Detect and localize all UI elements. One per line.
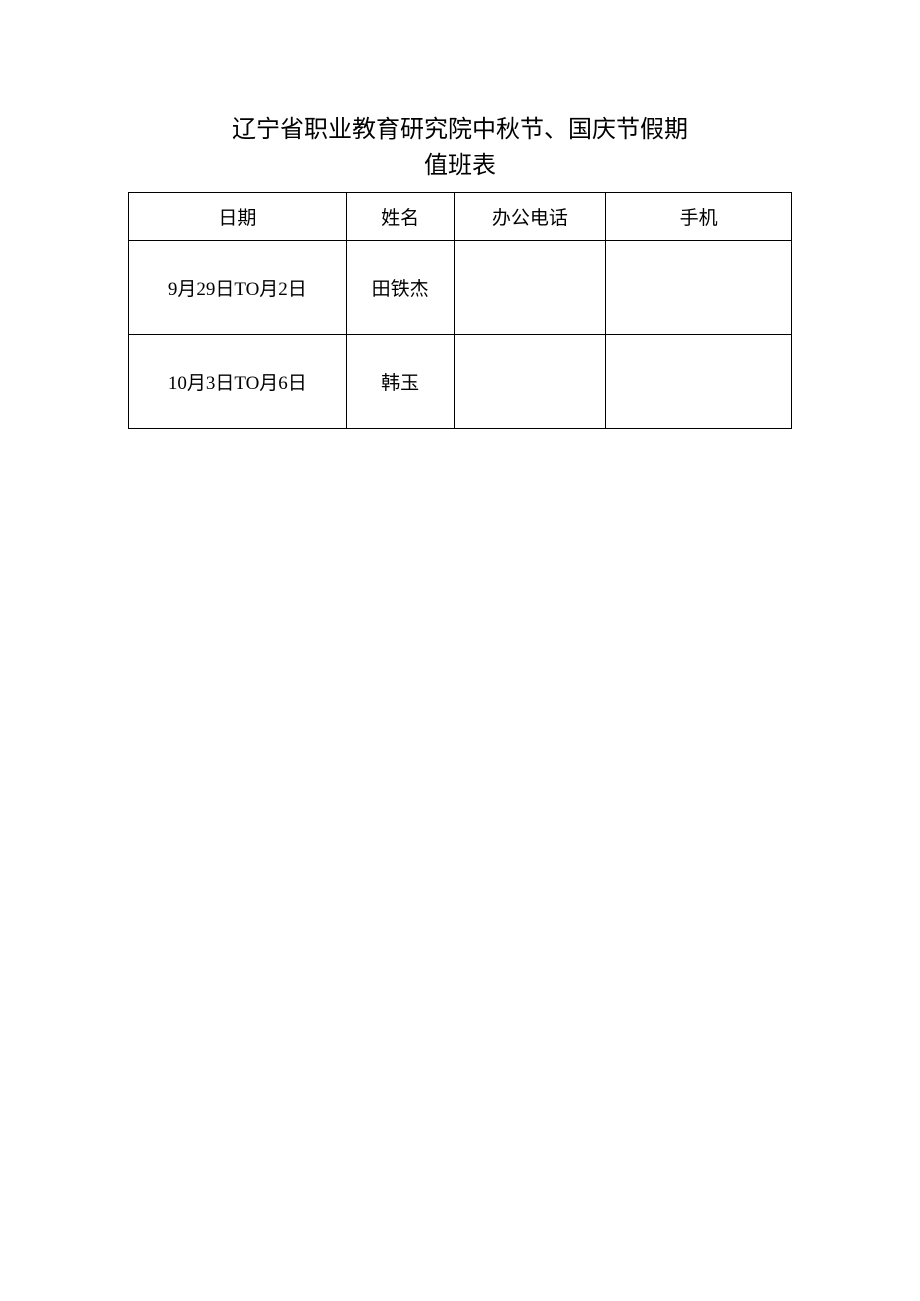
cell-date: 9月29日TO月2日 [129,241,347,335]
cell-office-phone [454,335,606,429]
cell-name: 田铁杰 [346,241,454,335]
title-line-1: 辽宁省职业教育研究院中秋节、国庆节假期 [0,112,920,148]
title-line-2: 值班表 [0,148,920,184]
header-mobile: 手机 [606,193,792,241]
table-header-row: 日期 姓名 办公电话 手机 [129,193,792,241]
cell-office-phone [454,241,606,335]
duty-schedule-table: 日期 姓名 办公电话 手机 9月29日TO月2日 田铁杰 10月3日TO月6日 … [128,192,792,429]
header-office-phone: 办公电话 [454,193,606,241]
header-name: 姓名 [346,193,454,241]
table-row: 9月29日TO月2日 田铁杰 [129,241,792,335]
cell-date: 10月3日TO月6日 [129,335,347,429]
document-title: 辽宁省职业教育研究院中秋节、国庆节假期 值班表 [0,112,920,184]
header-date: 日期 [129,193,347,241]
cell-mobile [606,241,792,335]
cell-name: 韩玉 [346,335,454,429]
table-row: 10月3日TO月6日 韩玉 [129,335,792,429]
cell-mobile [606,335,792,429]
